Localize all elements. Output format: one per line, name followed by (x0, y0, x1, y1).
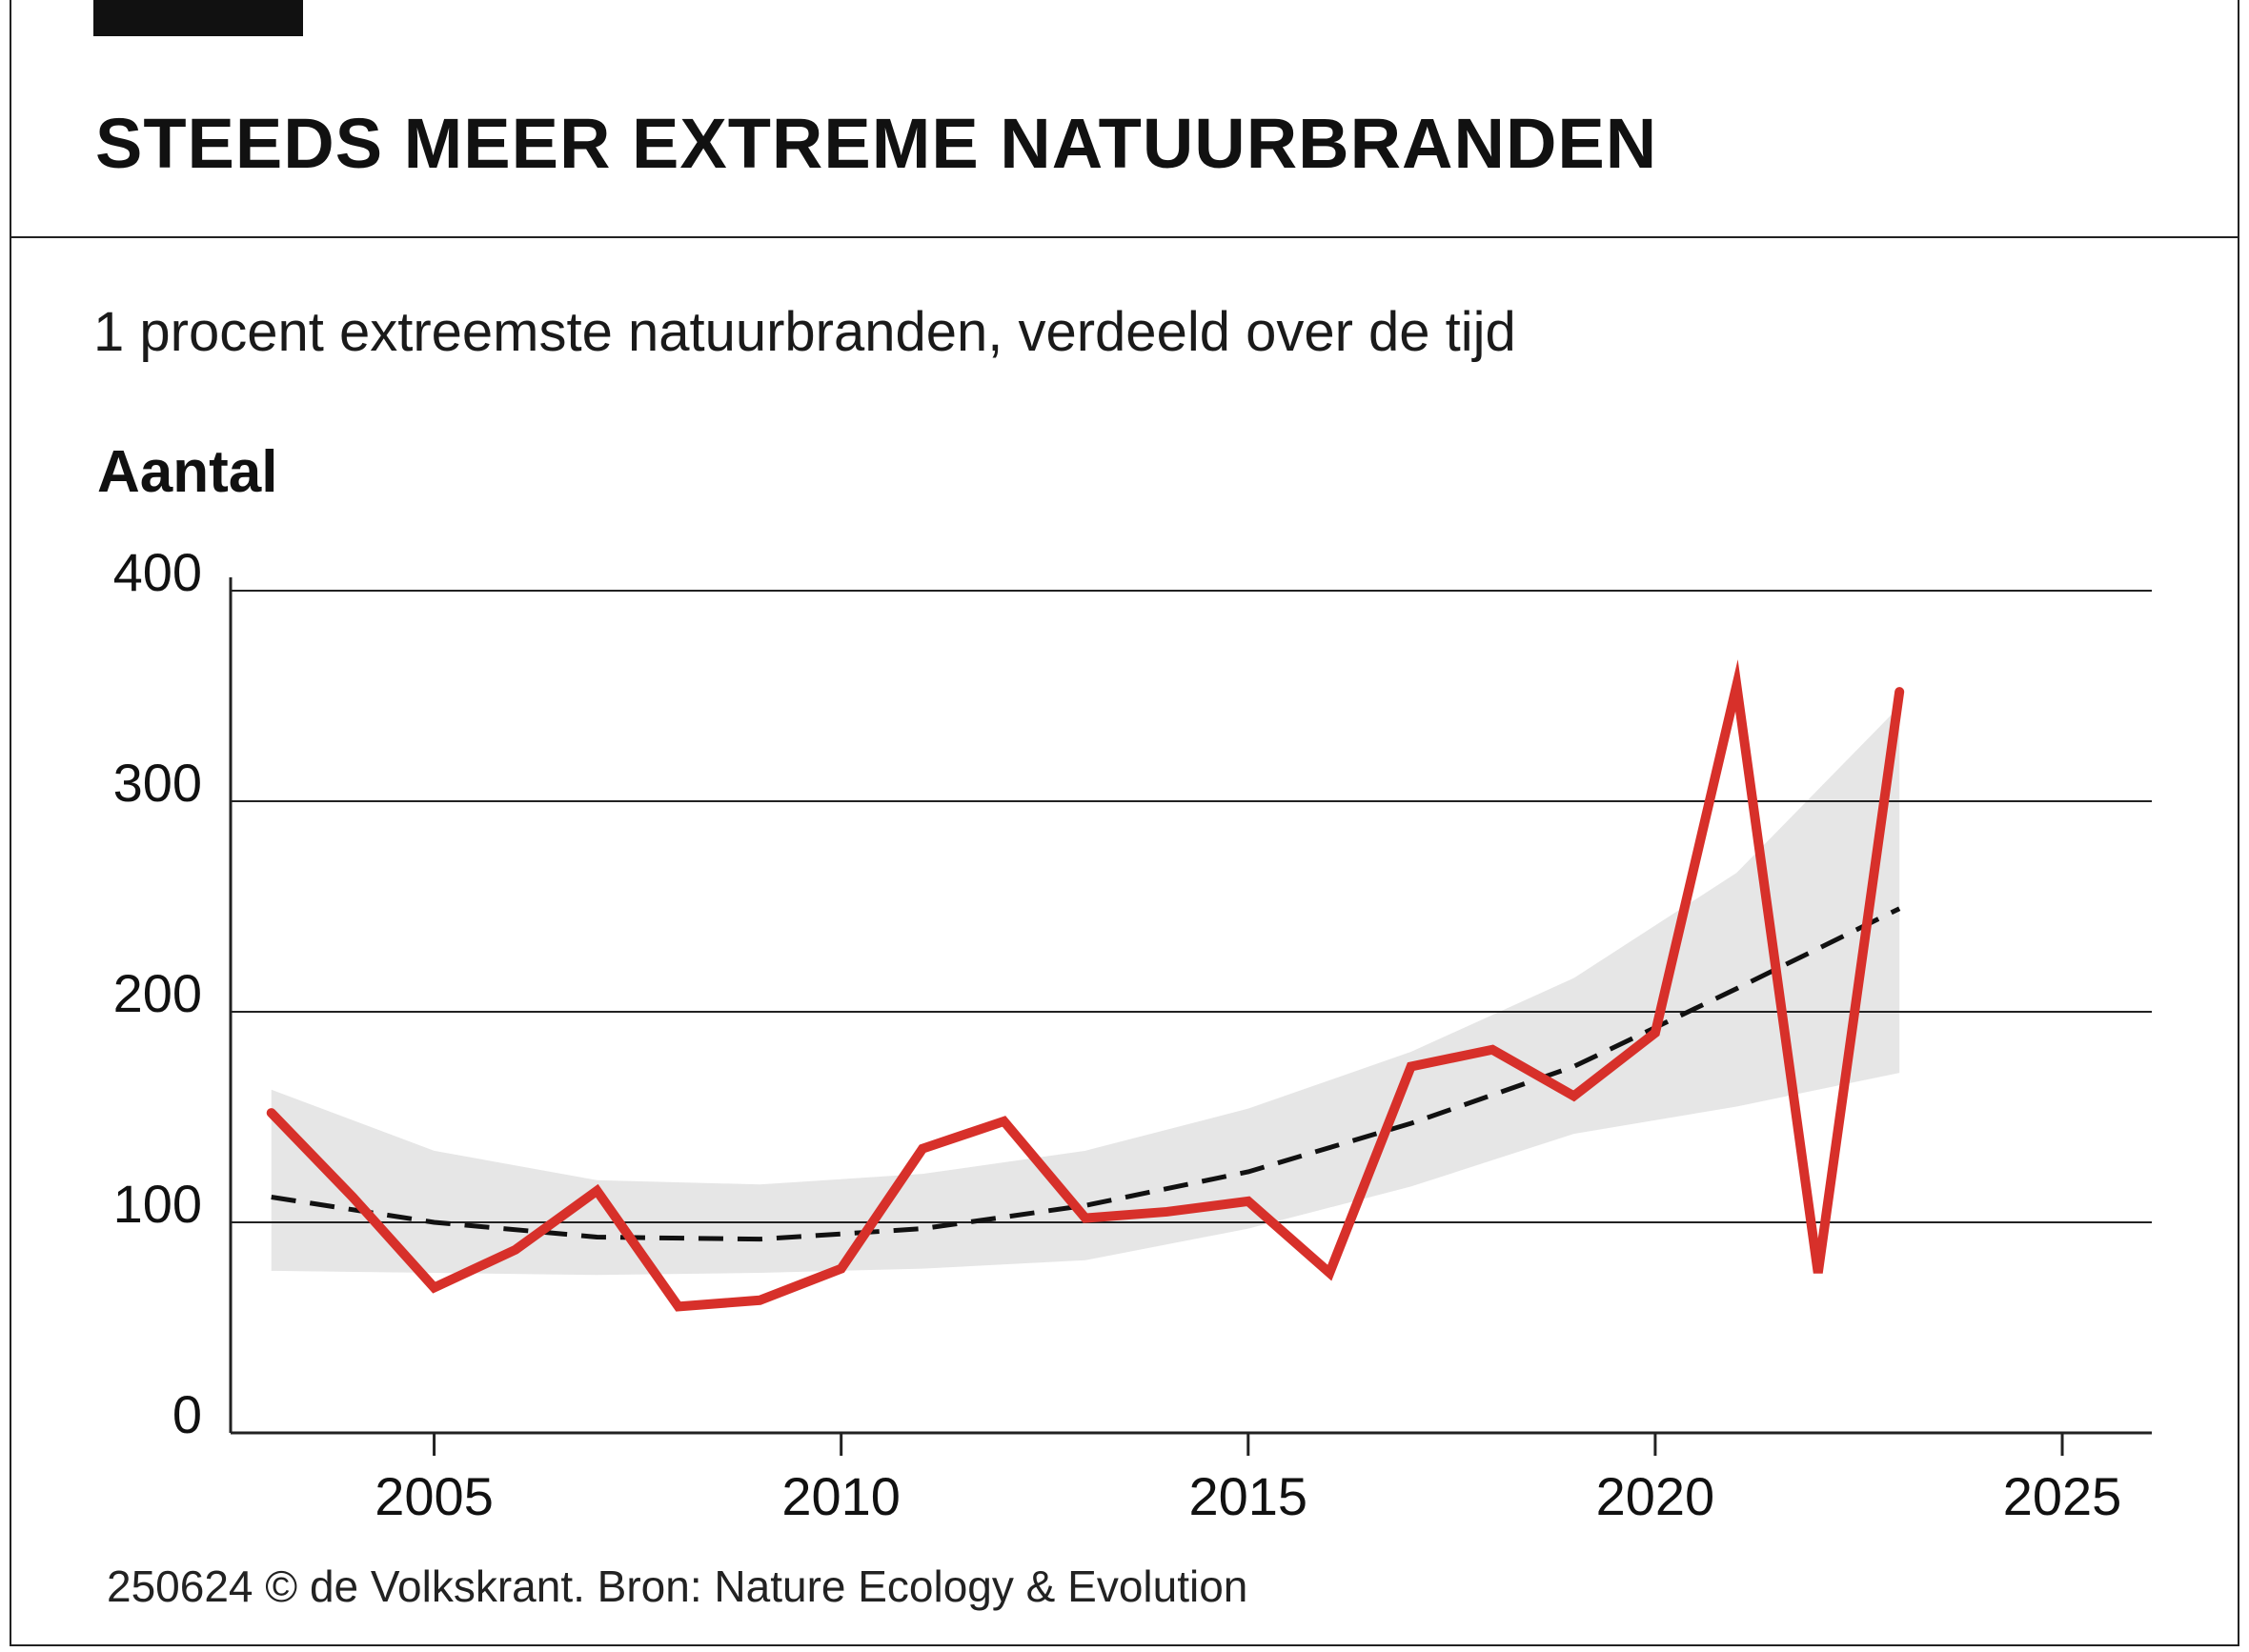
x-tick-label-2010: 2010 (781, 1466, 901, 1526)
x-tick-label-2015: 2015 (1189, 1466, 1308, 1526)
y-tick-label-300: 300 (113, 753, 202, 813)
series-layer (266, 659, 1905, 1312)
top-accent-bar (93, 0, 303, 36)
tick-labels-layer: 0 100 200 300 400 2005 2010 2015 2020 2025 (113, 542, 2122, 1526)
y-tick-label-0: 0 (172, 1384, 202, 1444)
x-tick-label-2025: 2025 (2003, 1466, 2122, 1526)
chart-title: STEEDS MEER EXTREME NATUURBRANDEN (95, 104, 1658, 183)
x-tick-label-2005: 2005 (375, 1466, 494, 1526)
chart-subtitle: 1 procent extreemste natuurbranden, verd… (93, 301, 1516, 363)
y-tick-label-200: 200 (113, 963, 202, 1023)
source-credit: 250624 © de Volkskrant. Bron: Nature Eco… (107, 1561, 1248, 1611)
confidence-band-layer (271, 706, 1900, 1276)
x-tick-label-2020: 2020 (1596, 1466, 1715, 1526)
y-axis-label: Aantal (97, 439, 278, 505)
y-tick-label-400: 400 (113, 542, 202, 602)
y-tick-label-100: 100 (113, 1174, 202, 1234)
header-divider (10, 236, 2239, 238)
chart-frame (10, 0, 2239, 1646)
confidence-band (271, 706, 1900, 1276)
axes-layer (229, 577, 2152, 1456)
